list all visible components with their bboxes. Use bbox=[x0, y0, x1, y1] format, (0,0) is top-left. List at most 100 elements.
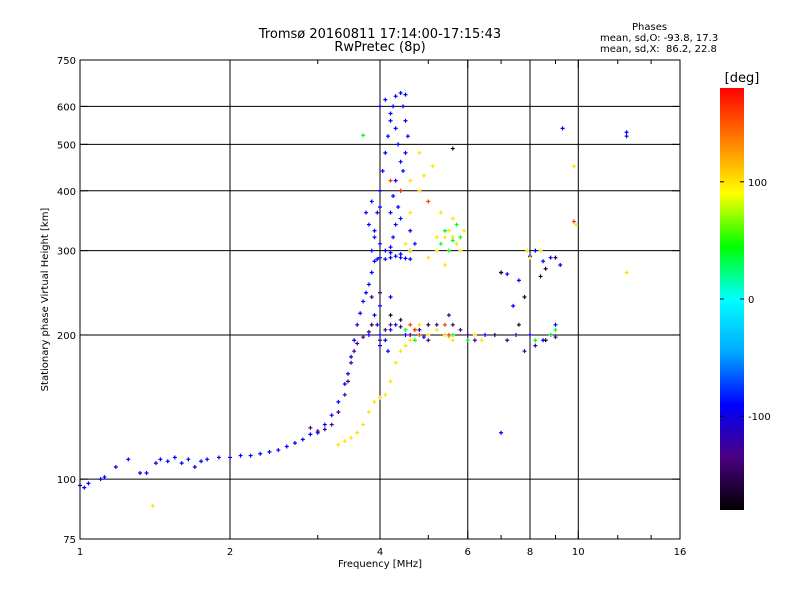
data-point bbox=[450, 332, 455, 337]
data-point bbox=[238, 453, 243, 458]
data-point bbox=[361, 299, 366, 304]
data-point bbox=[378, 290, 382, 295]
data-point bbox=[366, 222, 371, 227]
data-point bbox=[186, 457, 191, 462]
data-point bbox=[412, 241, 417, 246]
colorbar-label: [deg] bbox=[725, 71, 760, 86]
data-point bbox=[533, 248, 538, 253]
data-point bbox=[426, 199, 431, 204]
data-point bbox=[388, 313, 393, 318]
data-point bbox=[388, 118, 393, 123]
data-point bbox=[421, 173, 426, 178]
data-point bbox=[553, 335, 558, 340]
data-point bbox=[375, 322, 380, 327]
data-point bbox=[417, 188, 422, 193]
data-point bbox=[216, 455, 221, 460]
data-point bbox=[126, 457, 131, 462]
data-point bbox=[403, 327, 408, 332]
data-point bbox=[499, 270, 504, 275]
data-point bbox=[388, 111, 393, 116]
data-point bbox=[276, 448, 281, 453]
data-point bbox=[179, 461, 184, 466]
data-point bbox=[369, 248, 374, 253]
colorbar-ticks: 100 0 -100 bbox=[720, 178, 771, 423]
data-point bbox=[442, 332, 447, 337]
data-point bbox=[458, 235, 463, 240]
data-point bbox=[361, 335, 366, 340]
data-point bbox=[426, 322, 431, 327]
data-point bbox=[408, 322, 413, 327]
data-point bbox=[383, 257, 388, 262]
axis-ticks: 1 2 4 6 8 10 16 75 100 200 300 400 500 600 750 bbox=[57, 56, 686, 558]
data-point bbox=[358, 311, 363, 316]
data-point bbox=[345, 371, 350, 376]
data-point bbox=[383, 248, 388, 253]
x-tick-label: 4 bbox=[377, 547, 383, 558]
data-point bbox=[398, 216, 403, 221]
grid-lines bbox=[80, 60, 680, 539]
data-point bbox=[378, 104, 382, 109]
data-point bbox=[446, 228, 451, 233]
data-point bbox=[571, 219, 576, 224]
data-point bbox=[516, 278, 521, 283]
data-point bbox=[315, 429, 320, 434]
data-point bbox=[398, 188, 403, 193]
data-point bbox=[492, 332, 497, 337]
data-point bbox=[172, 455, 177, 460]
data-point bbox=[393, 254, 398, 259]
data-point bbox=[454, 241, 459, 246]
data-point bbox=[153, 461, 158, 466]
data-point bbox=[525, 248, 530, 253]
data-point bbox=[372, 399, 377, 404]
data-point bbox=[349, 354, 354, 359]
data-point bbox=[401, 104, 406, 109]
data-point bbox=[403, 343, 408, 348]
data-point bbox=[86, 481, 91, 486]
data-point bbox=[574, 222, 579, 227]
data-point bbox=[398, 159, 403, 164]
data-point bbox=[417, 150, 422, 155]
y-tick-label: 200 bbox=[57, 331, 76, 342]
data-point bbox=[385, 134, 390, 139]
data-point bbox=[248, 453, 253, 458]
data-point bbox=[352, 338, 357, 343]
data-point bbox=[548, 255, 553, 260]
data-point bbox=[412, 327, 417, 332]
data-point bbox=[391, 194, 396, 199]
data-point bbox=[364, 290, 369, 295]
data-point bbox=[383, 338, 388, 343]
y-tick-label: 75 bbox=[63, 535, 76, 546]
data-point bbox=[372, 235, 377, 240]
data-point bbox=[528, 255, 532, 260]
y-tick-label: 100 bbox=[57, 475, 76, 486]
data-point bbox=[300, 437, 305, 442]
data-point bbox=[361, 133, 366, 138]
data-point bbox=[408, 338, 413, 343]
data-point bbox=[472, 332, 477, 337]
data-point bbox=[342, 439, 347, 444]
data-point bbox=[403, 92, 408, 97]
data-point bbox=[284, 444, 289, 449]
data-point bbox=[322, 427, 327, 432]
data-point bbox=[342, 392, 347, 397]
data-point bbox=[383, 150, 388, 155]
data-point bbox=[412, 338, 417, 343]
data-point bbox=[388, 178, 393, 183]
data-point bbox=[454, 222, 459, 227]
data-point bbox=[442, 228, 447, 233]
data-point bbox=[538, 274, 543, 279]
data-point bbox=[417, 322, 422, 327]
data-point bbox=[383, 327, 388, 332]
data-point bbox=[442, 235, 447, 240]
colorbar-tick-label: 0 bbox=[748, 295, 754, 306]
data-point bbox=[553, 255, 558, 260]
phase-stats-o: mean, sd,O: -93.8, 17.3 bbox=[600, 33, 719, 44]
data-point bbox=[369, 322, 374, 327]
data-point bbox=[548, 332, 553, 337]
data-point bbox=[345, 379, 350, 384]
data-point bbox=[349, 435, 354, 440]
data-point bbox=[533, 343, 538, 348]
data-point bbox=[421, 335, 426, 340]
y-tick-label: 750 bbox=[57, 56, 76, 67]
